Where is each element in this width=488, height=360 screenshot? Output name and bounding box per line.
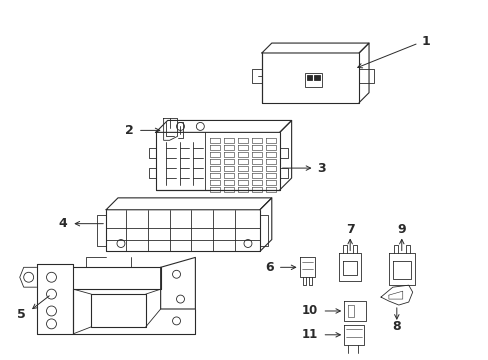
Text: 9: 9 bbox=[397, 223, 405, 236]
Text: 2: 2 bbox=[125, 124, 134, 137]
Text: 5: 5 bbox=[17, 309, 26, 321]
Text: 8: 8 bbox=[392, 320, 400, 333]
Text: 10: 10 bbox=[302, 305, 318, 318]
Text: 3: 3 bbox=[317, 162, 325, 175]
Bar bbox=[304, 73, 322, 87]
Text: 1: 1 bbox=[421, 35, 429, 48]
Bar bbox=[314, 75, 320, 80]
Text: 6: 6 bbox=[264, 261, 273, 274]
Text: 7: 7 bbox=[345, 223, 354, 236]
Text: 4: 4 bbox=[59, 217, 67, 230]
Bar bbox=[306, 75, 312, 80]
Text: 11: 11 bbox=[302, 328, 318, 341]
